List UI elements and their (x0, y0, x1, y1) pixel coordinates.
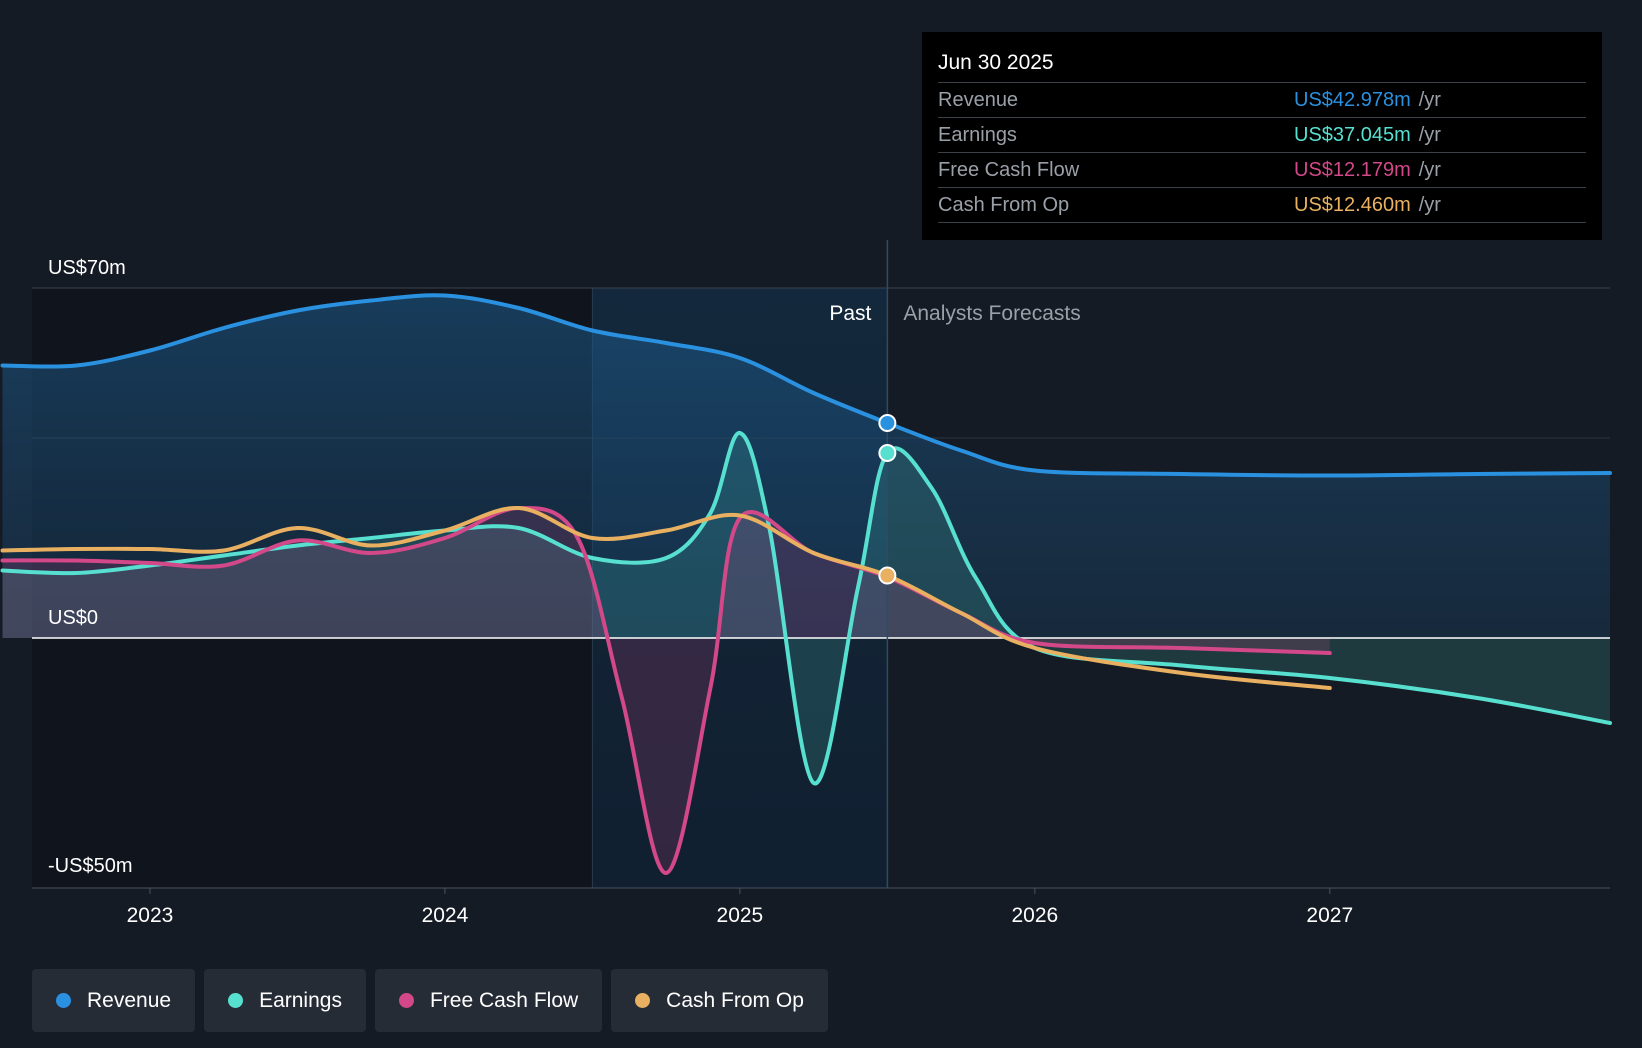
legend-label: Revenue (87, 988, 172, 1012)
tooltip-row-cash-from-op: Cash From Op US$12.460m /yr (938, 188, 1586, 223)
tooltip-panel: Jun 30 2025 Revenue US$42.978m /yr Earni… (922, 32, 1602, 240)
legend-label: Free Cash Flow (429, 988, 579, 1012)
series-line-cash-from-op (0, 505, 1332, 690)
x-tick-label: 2024 (422, 904, 469, 927)
tooltip-value: US$12.460m (1294, 194, 1411, 216)
forecast-label: Analysts Forecasts (903, 302, 1080, 325)
tooltip-row-earnings: Earnings US$37.045m /yr (938, 118, 1586, 153)
highlight-marker-earnings (878, 444, 897, 462)
tooltip-unit: /yr (1418, 89, 1441, 111)
series-fill-revenue (2, 295, 1611, 638)
tooltip-label: Earnings (938, 124, 1017, 146)
legend-dot-icon (635, 993, 651, 1008)
tooltip-label: Free Cash Flow (938, 159, 1080, 181)
tooltip-label: Cash From Op (938, 194, 1070, 216)
y-axis-label: US$70m (48, 257, 126, 279)
legend-dot-icon (398, 993, 414, 1008)
tooltip-label: Revenue (938, 89, 1019, 111)
tooltip-date: Jun 30 2025 (938, 46, 1586, 83)
tooltip-value: US$12.179m (1294, 159, 1411, 181)
legend-label: Earnings (259, 988, 342, 1012)
highlight-marker-revenue (878, 414, 897, 432)
x-tick-label: 2025 (717, 904, 764, 927)
legend-dot-icon (56, 993, 71, 1008)
series-line-revenue (0, 293, 1612, 478)
tooltip-value: US$42.978m (1294, 89, 1411, 111)
legend-label: Cash From Op (666, 988, 804, 1012)
x-tick-label: 2026 (1011, 904, 1058, 927)
legend-item-free-cash-flow[interactable]: Free Cash Flow (374, 969, 603, 1032)
x-tick-label: 2023 (127, 904, 174, 927)
legend-dot-icon (228, 993, 244, 1008)
tooltip-unit: /yr (1418, 124, 1441, 146)
tooltip-row-revenue: Revenue US$42.978m /yr (938, 83, 1586, 118)
y-axis-label: US$0 (48, 607, 98, 629)
legend-item-revenue[interactable]: Revenue (32, 969, 196, 1032)
tooltip-unit: /yr (1418, 194, 1441, 216)
legend: Revenue Earnings Free Cash Flow Cash Fro… (32, 969, 828, 1032)
x-tick-label: 2027 (1306, 904, 1353, 927)
legend-item-cash-from-op[interactable]: Cash From Op (611, 969, 828, 1032)
series-fill-earnings (2, 432, 1611, 784)
series-fill-free-cash-flow (2, 507, 1330, 874)
highlight-marker-cash-from-op (878, 566, 897, 585)
tooltip-unit: /yr (1418, 159, 1441, 181)
past-label: Past (829, 302, 871, 325)
tooltip-row-free-cash-flow: Free Cash Flow US$12.179m /yr (938, 153, 1586, 188)
legend-item-earnings[interactable]: Earnings (204, 969, 366, 1032)
tooltip-value: US$37.045m (1294, 124, 1411, 146)
y-axis-label: -US$50m (48, 855, 132, 877)
chart-svg: US$70m US$0 -US$50m 2023 2024 2025 2026 2027 Pas… (0, 240, 1612, 927)
